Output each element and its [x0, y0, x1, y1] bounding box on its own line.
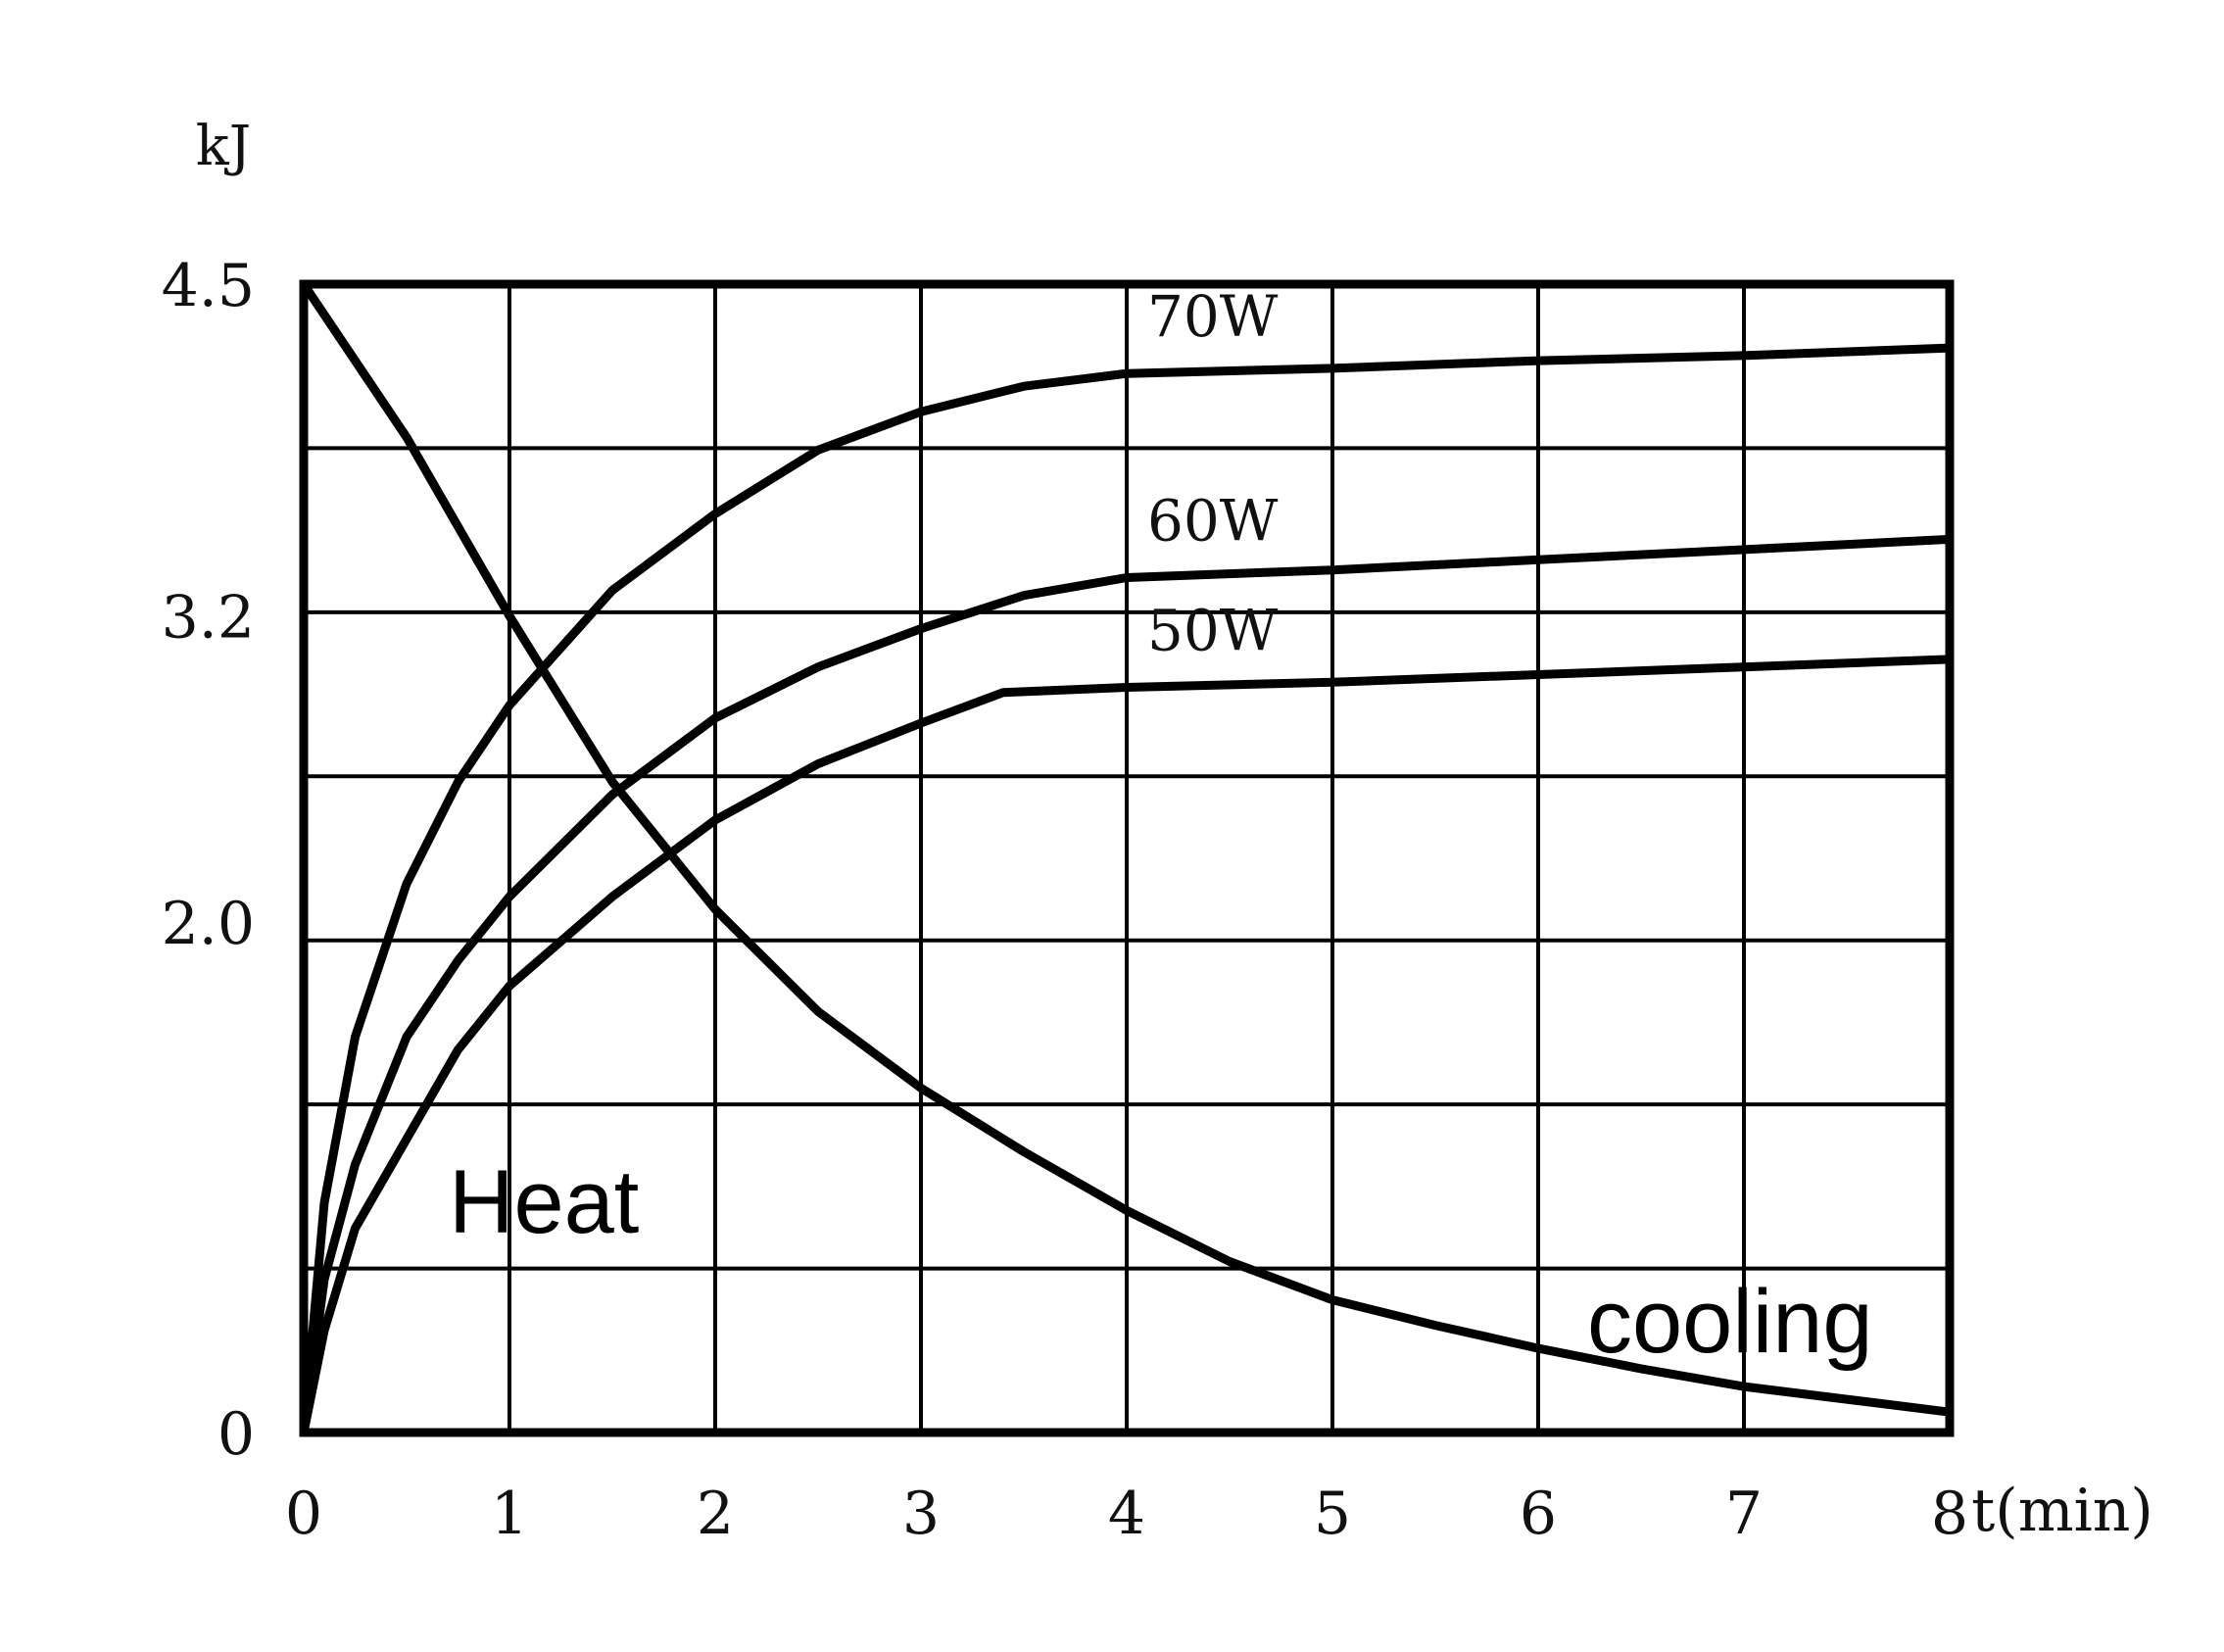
x-axis-label: t(min) — [1971, 1477, 2153, 1545]
series-line-50W — [299, 655, 1955, 1437]
series-label-70W: 70W — [1147, 283, 1279, 350]
series-label-60W: 60W — [1147, 488, 1279, 555]
cooling-label: cooling — [1587, 1272, 1873, 1372]
x-tick-label: 2 — [697, 1480, 734, 1548]
y-tick-labels: 4.5 3.2 2.0 0 — [162, 252, 255, 1469]
x-tick-label: 5 — [1314, 1480, 1351, 1548]
y-tick-label: 3.2 — [162, 584, 255, 653]
x-tick-label: 1 — [491, 1480, 528, 1548]
y-axis-label: kJ — [196, 115, 251, 178]
series-line-70W — [299, 343, 1955, 1437]
x-tick-label: 4 — [1108, 1480, 1145, 1548]
y-tick-label: 4.5 — [162, 252, 255, 320]
series-label-50W: 50W — [1147, 598, 1279, 664]
plot-frame — [299, 279, 1955, 1437]
heat-label: Heat — [449, 1152, 639, 1252]
x-tick-labels: 0 1 2 3 4 5 6 7 8 — [285, 1480, 1968, 1548]
grid — [304, 284, 1950, 1433]
x-tick-label: 7 — [1725, 1480, 1763, 1548]
series-labels: 70W 60W 50W — [1147, 283, 1279, 663]
x-tick-label: 6 — [1520, 1480, 1557, 1548]
series-curves — [299, 279, 1955, 1437]
y-tick-label: 0 — [218, 1400, 255, 1469]
x-tick-label: 0 — [285, 1480, 322, 1548]
x-tick-label: 3 — [902, 1480, 940, 1548]
x-tick-label: 8 — [1931, 1480, 1968, 1548]
y-tick-label: 2.0 — [162, 890, 255, 958]
series-line-60W — [299, 534, 1955, 1437]
series-line-cooling — [299, 279, 1955, 1417]
